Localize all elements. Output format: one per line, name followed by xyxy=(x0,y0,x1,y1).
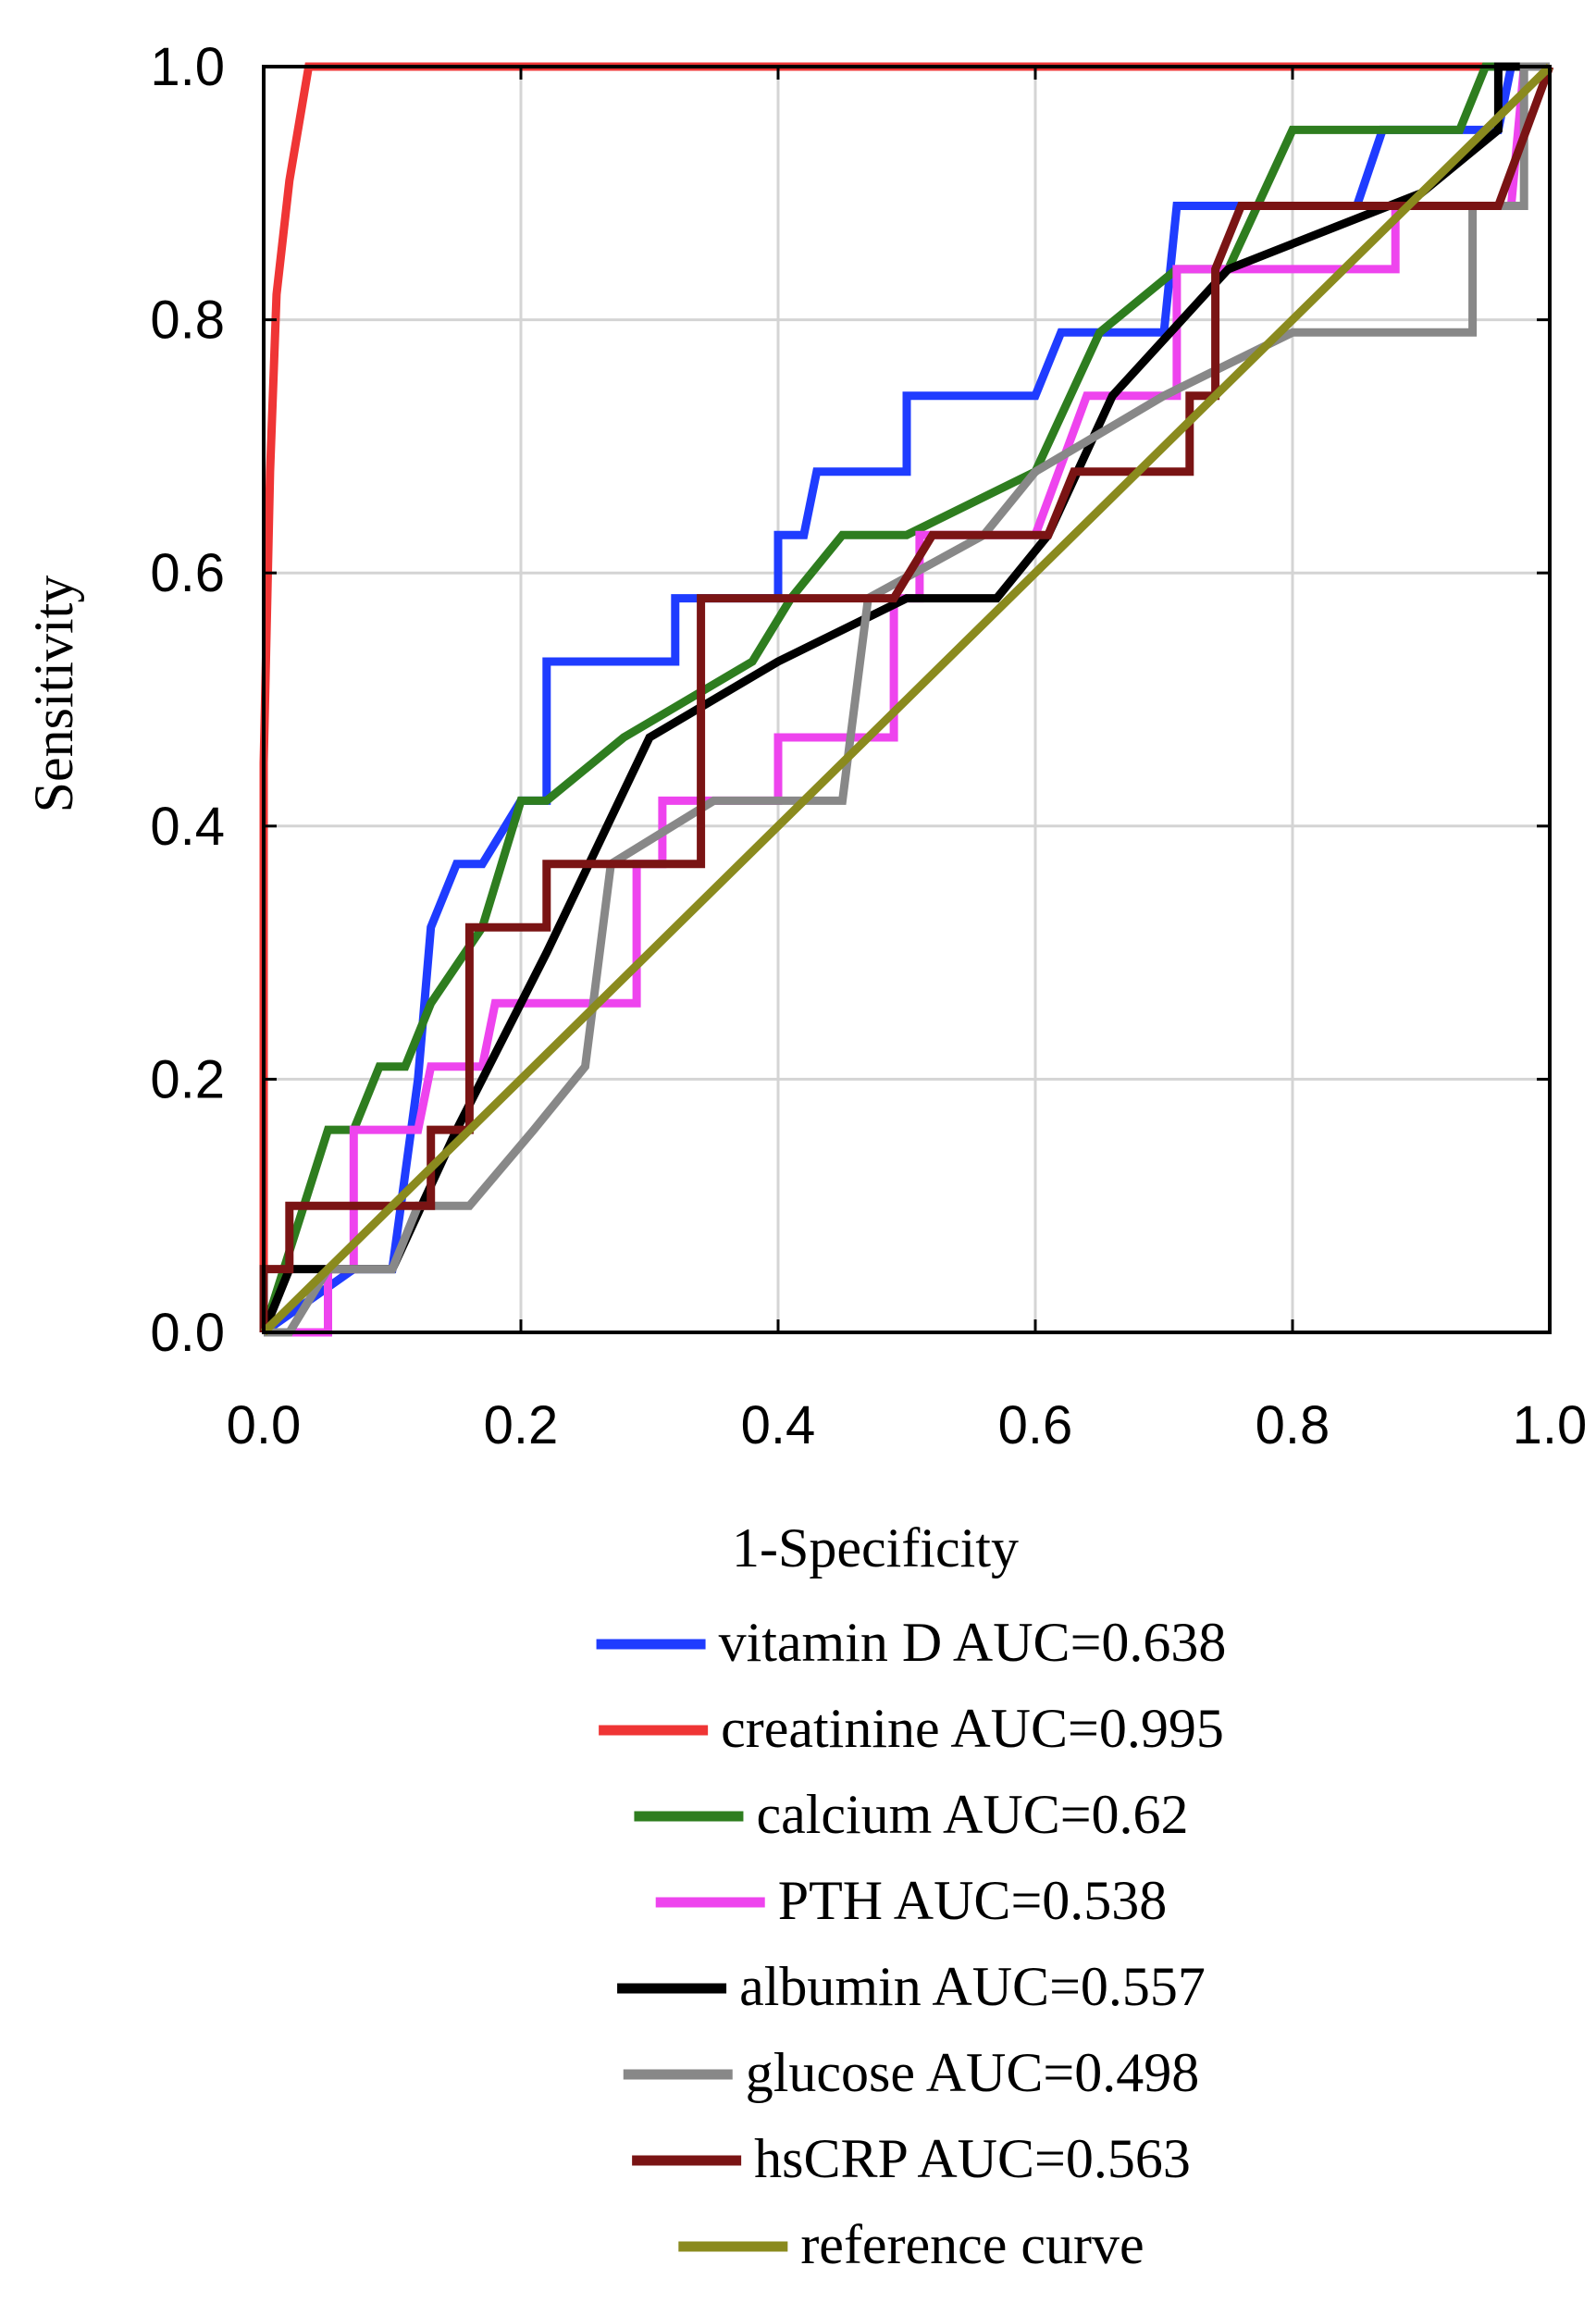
legend-item-calcium: calcium AUC=0.62 xyxy=(634,1784,1189,1845)
x-tick-label: 1.0 xyxy=(1513,1395,1588,1455)
legend-item-hscrp: hsCRP AUC=0.563 xyxy=(632,2128,1191,2189)
legend-item-vitamin-d: vitamin D AUC=0.638 xyxy=(596,1612,1227,1673)
legend-label: glucose AUC=0.498 xyxy=(746,2042,1200,2103)
x-tick-label: 0.8 xyxy=(1256,1395,1330,1455)
series-line-glucose xyxy=(264,62,1550,1337)
x-tick-label: 0.0 xyxy=(227,1395,302,1455)
plot-frame xyxy=(262,65,1552,1334)
series-line-calcium xyxy=(259,62,1550,1334)
legend-label: vitamin D AUC=0.638 xyxy=(719,1612,1227,1673)
legend-label: creatinine AUC=0.995 xyxy=(721,1698,1224,1759)
y-tick-labels: 0.0 0.2 0.4 0.6 0.8 1.0 xyxy=(150,37,225,1363)
legend-item-reference-curve: reference curve xyxy=(678,2214,1144,2275)
y-tick-label: 0.4 xyxy=(150,797,225,857)
legend-label: PTH AUC=0.538 xyxy=(778,1870,1168,1931)
y-axis-title: Sensitivity xyxy=(23,576,84,813)
legend-item-glucose: glucose AUC=0.498 xyxy=(623,2042,1200,2103)
legend-label: reference curve xyxy=(800,2214,1144,2275)
legend: vitamin D AUC=0.638 creatinine AUC=0.995 c… xyxy=(596,1612,1227,2275)
legend-item-albumin: albumin AUC=0.557 xyxy=(617,1956,1206,2017)
series-line-pth xyxy=(264,62,1550,1337)
x-tick-label: 0.6 xyxy=(998,1395,1073,1455)
x-axis-title: 1-Specificity xyxy=(732,1517,1019,1578)
legend-label: albumin AUC=0.557 xyxy=(739,1956,1206,2017)
x-tick-label: 0.2 xyxy=(484,1395,559,1455)
legend-item-creatinine: creatinine AUC=0.995 xyxy=(599,1698,1224,1759)
y-tick-label: 0.6 xyxy=(150,543,225,603)
series-line-reference-curve xyxy=(260,63,1553,1336)
y-tick-label: 0.2 xyxy=(150,1049,225,1109)
x-tick-label: 0.4 xyxy=(741,1395,816,1455)
axis-ticks xyxy=(262,65,1552,1334)
legend-item-pth: PTH AUC=0.538 xyxy=(655,1870,1168,1931)
y-tick-label: 1.0 xyxy=(150,37,225,97)
y-tick-label: 0.0 xyxy=(150,1303,225,1363)
legend-label: calcium AUC=0.62 xyxy=(756,1784,1188,1845)
legend-label: hsCRP AUC=0.563 xyxy=(754,2128,1191,2189)
x-tick-labels: 0.0 0.2 0.4 0.6 0.8 1.0 xyxy=(227,1395,1588,1455)
y-tick-label: 0.8 xyxy=(150,291,225,351)
series-line-hscrp xyxy=(259,65,1554,1332)
